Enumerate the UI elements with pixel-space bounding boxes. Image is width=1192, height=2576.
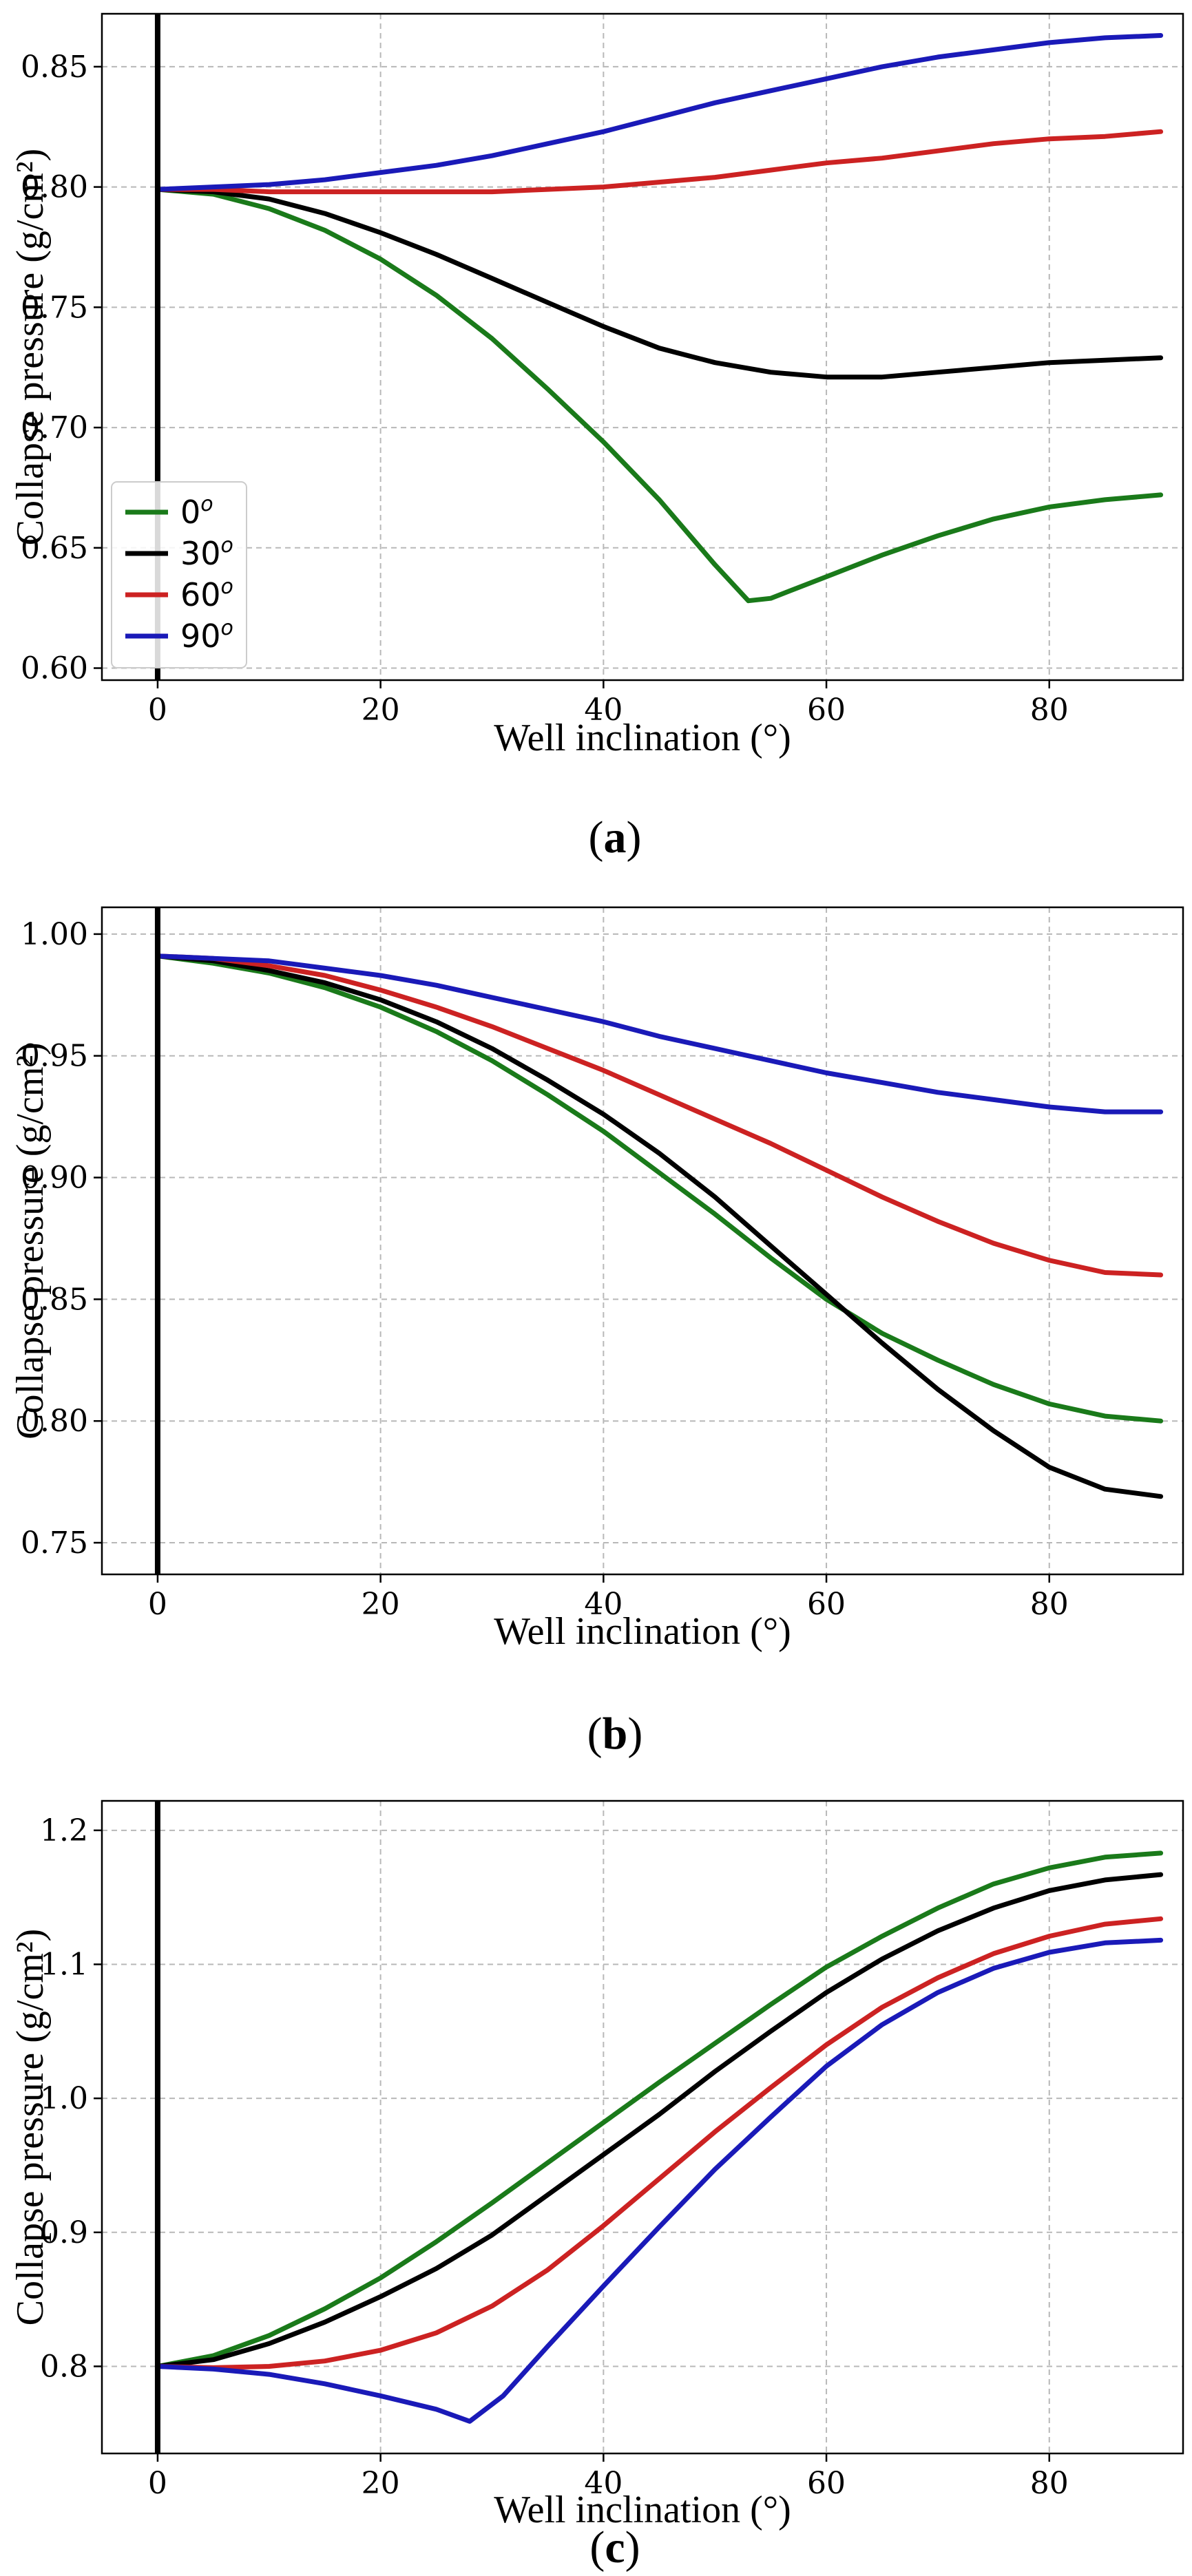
x-tick-label: 60 (807, 2466, 846, 2501)
y-tick-label: 0.8 (40, 2349, 88, 2384)
series-line-90 (155, 953, 1164, 1115)
y-tick-label: 0.85 (21, 1282, 88, 1317)
y-axis-label: Collapse pressure (g/cm²) (9, 1929, 52, 2326)
series-line-0 (155, 953, 1164, 1424)
x-tick-label: 0 (148, 693, 167, 728)
chart-panel-c: 0 20 40 60 80 0.8 0.9 1.0 1.1 1.2 Well inclination… (9, 1799, 1184, 2573)
x-tick-label: 0 (148, 1587, 167, 1622)
series-line-90 (155, 1937, 1164, 2424)
legend-label-30: 30o (180, 534, 233, 572)
x-tick-label: 60 (807, 693, 846, 728)
chart-panel-a: 0 20 40 60 80 0.60 0.65 0.70 0.75 0.80 0.85 Well in… (9, 12, 1184, 863)
y-axis-label: Collapse pressure (g/cm²) (9, 1042, 52, 1439)
series-line-0 (155, 1850, 1164, 2369)
panel-caption: (c) (589, 2522, 640, 2573)
y-tick-label: 0.95 (21, 1039, 88, 1074)
axes-frame (101, 1799, 1184, 2455)
series-line-30 (155, 1872, 1164, 2369)
axes-frame (101, 906, 1184, 1576)
x-tick-label: 20 (362, 1587, 400, 1622)
series-line-0 (155, 187, 1164, 604)
legend-label-0: 0o (180, 492, 213, 531)
chart-panel-b: 0 20 40 60 80 0.75 0.80 0.85 0.90 0.95 1.00 Well in… (9, 906, 1184, 1759)
legend-label-60: 60o (180, 575, 233, 613)
y-tick-label: 0.65 (21, 531, 88, 566)
y-tick-label: 0.75 (21, 290, 88, 325)
series-line-60 (155, 1916, 1164, 2370)
x-tick-label: 40 (584, 693, 623, 728)
y-tick-label: 1.0 (40, 2081, 88, 2116)
panel-caption-letter: a (604, 812, 627, 863)
x-tick-label: 0 (148, 2466, 167, 2501)
series-line-30 (155, 187, 1164, 380)
y-tick-label: 1.00 (21, 917, 88, 952)
series-line-60 (155, 129, 1164, 195)
y-tick-label: 0.60 (21, 651, 88, 686)
y-tick-label: 0.9 (40, 2215, 88, 2250)
x-tick-label: 20 (362, 2466, 400, 2501)
y-tick-label: 0.75 (21, 1525, 88, 1561)
panel-caption: (a) (589, 812, 642, 863)
legend-label-90: 90o (180, 616, 233, 655)
x-tick-label: 60 (807, 1587, 846, 1622)
x-axis-label: Well inclination (°) (494, 717, 791, 759)
series-line-60 (155, 953, 1164, 1278)
y-tick-label: 0.70 (21, 410, 88, 445)
series-line-30 (155, 953, 1164, 1499)
axes-frame (101, 12, 1184, 682)
y-tick-label: 0.80 (21, 1404, 88, 1439)
x-tick-label: 40 (584, 2466, 623, 2501)
panel-caption: (b) (587, 1709, 643, 1759)
x-tick-label: 80 (1030, 1587, 1069, 1622)
y-tick-label: 0.90 (21, 1161, 88, 1196)
y-axis-label: Collapse pressure (g/cm²) (9, 149, 52, 546)
legend-box (111, 481, 247, 668)
x-axis-label: Well inclination (°) (494, 2489, 791, 2531)
series-line-90 (155, 33, 1164, 192)
y-tick-label: 0.80 (21, 170, 88, 205)
x-tick-label: 40 (584, 1587, 623, 1622)
y-tick-label: 1.1 (40, 1947, 88, 1982)
y-tick-label: 0.85 (21, 50, 88, 85)
x-tick-label: 80 (1030, 693, 1069, 728)
panel-caption-letter: c (605, 2522, 625, 2573)
y-tick-label: 1.2 (40, 1813, 88, 1848)
x-tick-label: 20 (362, 693, 400, 728)
x-axis-label: Well inclination (°) (494, 1610, 791, 1653)
x-tick-label: 80 (1030, 2466, 1069, 2501)
panel-caption-letter: b (603, 1709, 628, 1759)
